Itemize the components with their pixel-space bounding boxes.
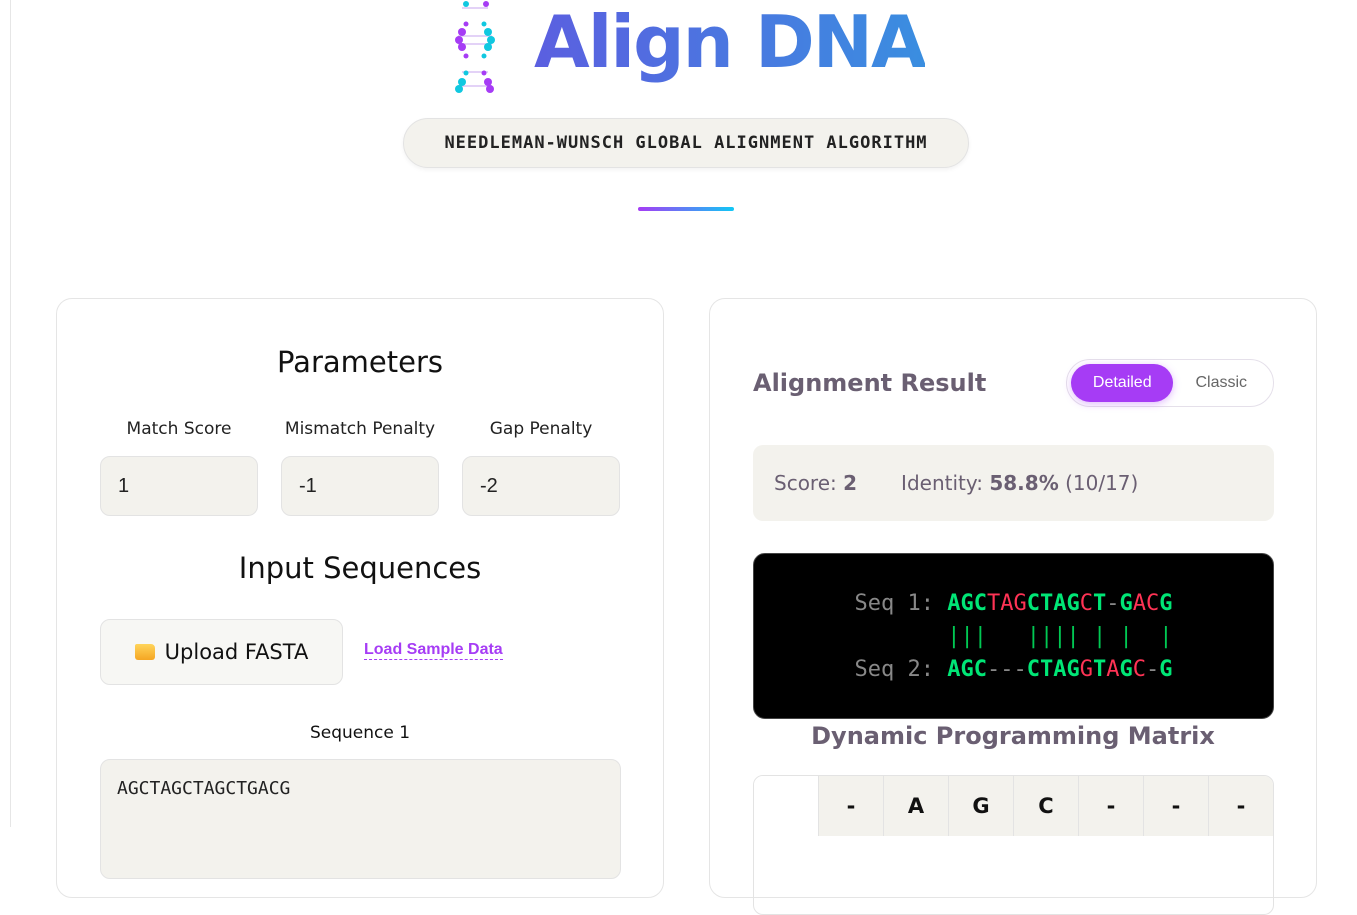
nucleotide: G <box>960 591 974 616</box>
matrix-header-cell: - <box>1079 776 1144 836</box>
mismatch-penalty-label: Mismatch Penalty <box>284 419 436 439</box>
nucleotide: - <box>1106 591 1120 616</box>
algorithm-subtitle: NEEDLEMAN-WUNSCH GLOBAL ALIGNMENT ALGORI… <box>403 118 969 168</box>
identity-count: (10/17) <box>1065 471 1139 495</box>
match-marker-row: Seq 1: ||| |||| | | | <box>754 620 1273 653</box>
page-border <box>10 0 11 827</box>
nucleotide: G <box>1159 657 1173 682</box>
matrix-header-cell: A <box>884 776 949 836</box>
score-label: Score: <box>774 471 837 495</box>
match-markers: ||| |||| | | | <box>947 624 1173 649</box>
nucleotide: C <box>1132 657 1146 682</box>
load-sample-data-link[interactable]: Load Sample Data <box>364 641 503 660</box>
nucleotide: G <box>1119 657 1133 682</box>
nucleotide: T <box>1039 657 1054 682</box>
nucleotide: G <box>1013 591 1027 616</box>
nucleotide: - <box>986 657 1001 682</box>
identity-value: 58.8% <box>989 471 1059 495</box>
nucleotide: A <box>1132 591 1146 616</box>
nucleotide: C <box>1145 591 1160 616</box>
gap-penalty-input[interactable]: -2 <box>462 456 620 516</box>
nucleotide: T <box>1039 591 1054 616</box>
nucleotide: T <box>986 591 1001 616</box>
match-score-input[interactable]: 1 <box>100 456 258 516</box>
folder-icon <box>134 644 155 660</box>
matrix-title: Dynamic Programming Matrix <box>811 722 1215 750</box>
parameters-panel: Parameters Match Score Mismatch Penalty … <box>56 298 664 898</box>
mismatch-penalty-input[interactable]: -1 <box>281 456 439 516</box>
nucleotide: A <box>1000 591 1014 616</box>
upload-fasta-label: Upload FASTA <box>164 640 309 664</box>
match-score-label: Match Score <box>126 419 232 439</box>
upload-fasta-button[interactable]: Upload FASTA <box>100 619 343 685</box>
input-sequences-title: Input Sequences <box>238 551 482 585</box>
sequence-1-label: Sequence 1 <box>309 723 411 743</box>
nucleotide: G <box>1066 657 1080 682</box>
parameters-title: Parameters <box>277 345 443 379</box>
nucleotide: T <box>1092 657 1107 682</box>
app-title: Align DNA <box>534 0 927 92</box>
nucleotide: C <box>973 657 987 682</box>
nucleotide: T <box>1092 591 1107 616</box>
nucleotide: - <box>1000 657 1014 682</box>
score-value: 2 <box>843 471 858 495</box>
accent-divider <box>638 207 734 211</box>
nucleotide: - <box>1145 657 1160 682</box>
seq1-alignment-row: Seq 1: AGCTAGCTAGCT-GACG <box>754 587 1273 620</box>
classic-view-button[interactable]: Classic <box>1195 374 1248 391</box>
nucleotide: G <box>1119 591 1133 616</box>
nucleotide: G <box>960 657 974 682</box>
dna-helix-icon <box>455 1 495 93</box>
matrix-header-cell: C <box>1014 776 1079 836</box>
seq1-label: Seq 1: <box>854 591 934 616</box>
nucleotide: A <box>947 657 961 682</box>
nucleotide: C <box>1026 591 1040 616</box>
nucleotide: A <box>1106 657 1120 682</box>
nucleotide: C <box>1079 591 1093 616</box>
detailed-view-button[interactable]: Detailed <box>1071 364 1174 402</box>
identity-stat: Identity: 58.8% (10/17) <box>901 471 1138 495</box>
alignment-result-title: Alignment Result <box>753 369 987 397</box>
gap-penalty-label: Gap Penalty <box>489 419 593 439</box>
matrix-header-cell: G <box>949 776 1014 836</box>
result-panel: Alignment Result Detailed Classic Score:… <box>709 298 1317 915</box>
matrix-header-cell <box>754 776 819 836</box>
matrix-header-cell: - <box>1144 776 1209 836</box>
seq2-alignment-row: Seq 2: AGC---CTAGGTAGC-G <box>754 653 1273 686</box>
sequence-1-input[interactable]: AGCTAGCTAGCTGACG <box>100 759 621 879</box>
nucleotide: - <box>1013 657 1027 682</box>
nucleotide: G <box>1159 591 1173 616</box>
view-toggle: Detailed Classic <box>1066 359 1274 407</box>
seq2-label: Seq 2: <box>854 657 934 682</box>
nucleotide: C <box>1026 657 1040 682</box>
nucleotide: G <box>1079 657 1093 682</box>
score-stat: Score: 2 <box>774 471 857 495</box>
nucleotide: A <box>947 591 961 616</box>
nucleotide: C <box>973 591 987 616</box>
matrix-header-cell: - <box>1209 776 1273 836</box>
nucleotide: G <box>1066 591 1080 616</box>
nucleotide: A <box>1053 591 1067 616</box>
seq2-aligned: AGC---CTAGGTAGC-G <box>947 657 1172 682</box>
alignment-stats: Score: 2 Identity: 58.8% (10/17) <box>753 445 1274 521</box>
seq1-aligned: AGCTAGCTAGCT-GACG <box>947 591 1172 616</box>
nucleotide: A <box>1053 657 1067 682</box>
alignment-display: Seq 1: AGCTAGCTAGCT-GACG Seq 1: ||| ||||… <box>753 553 1274 719</box>
matrix-header-cell: - <box>819 776 884 836</box>
identity-label: Identity: <box>901 471 983 495</box>
